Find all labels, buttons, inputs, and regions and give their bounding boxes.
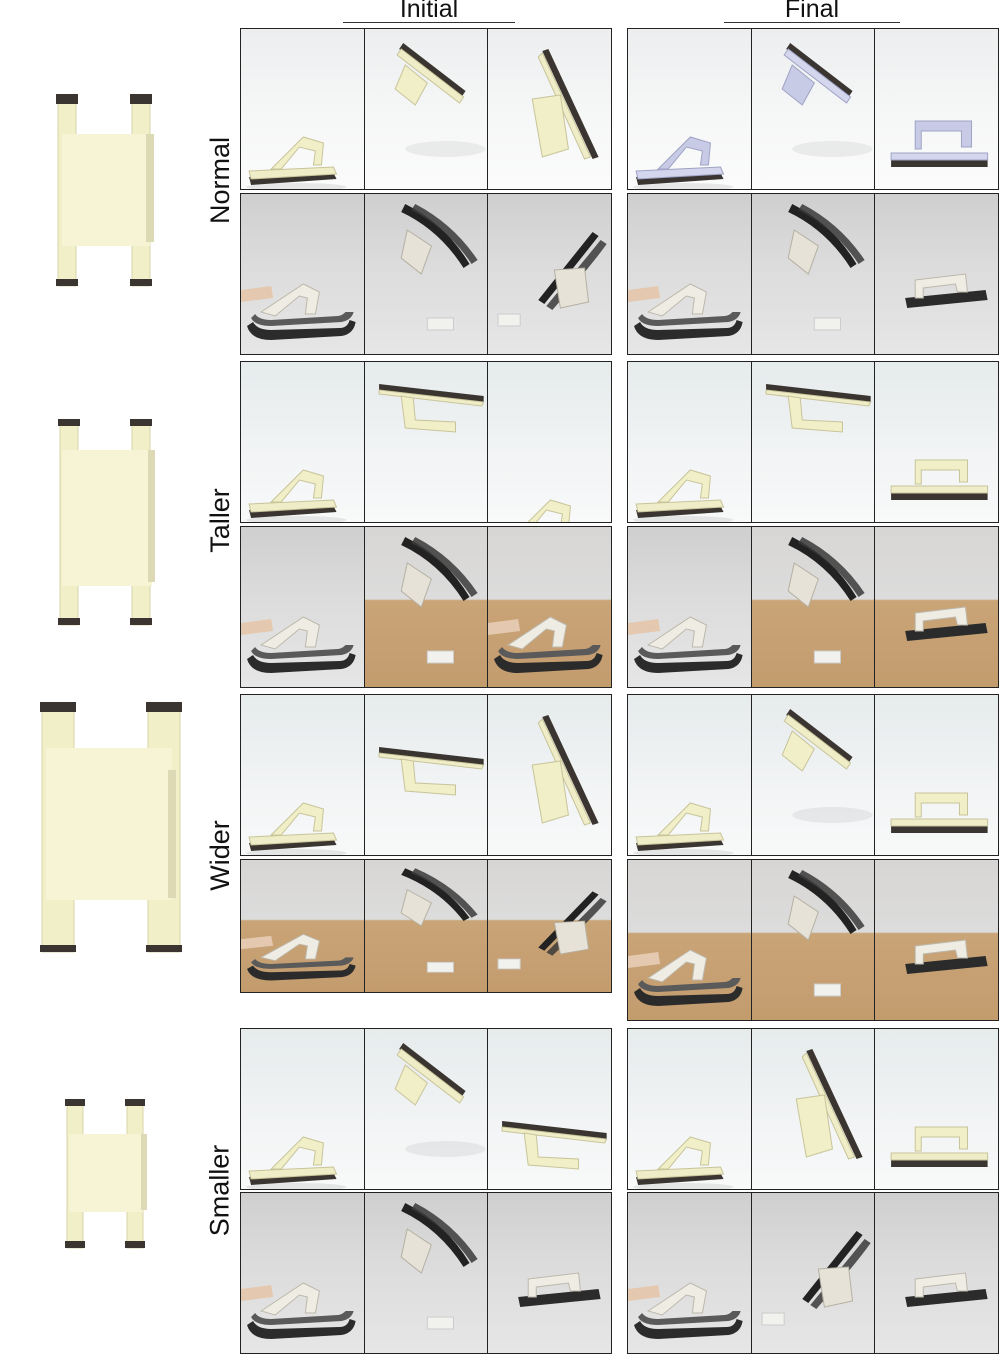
frame: [241, 1193, 364, 1353]
frame: [750, 29, 875, 189]
frame: [363, 527, 488, 687]
frame: [874, 1029, 999, 1189]
frame: [874, 695, 999, 855]
strip-wider-real-initial: [240, 859, 612, 993]
frame: [241, 860, 364, 992]
strip-smaller-sim-initial: [240, 1028, 612, 1190]
strip-wider-sim-final: [627, 694, 999, 856]
row-label-taller: Taller: [204, 487, 235, 553]
frame: [363, 1193, 488, 1353]
frame: [628, 29, 751, 189]
model-wider: [40, 702, 182, 953]
strip-wider-sim-initial: [240, 694, 612, 856]
strip-taller-real-initial: [240, 526, 612, 688]
frame: [363, 194, 488, 354]
model-taller: [58, 419, 155, 626]
frame: [874, 362, 999, 522]
strip-normal-real-initial: [240, 193, 612, 355]
frame: [487, 695, 612, 855]
strip-normal-sim-initial: [240, 28, 612, 190]
frame: [241, 695, 364, 855]
frame: [241, 194, 364, 354]
row-label-smaller: Smaller: [204, 1144, 235, 1236]
frame: [874, 1193, 999, 1353]
strip-smaller-sim-final: [627, 1028, 999, 1190]
frame: [363, 29, 488, 189]
frame: [487, 194, 612, 354]
frame: [487, 527, 612, 687]
strip-normal-real-final: [627, 193, 999, 355]
frame: [487, 362, 612, 522]
row-label-wider: Wider: [204, 819, 235, 891]
header-final-underline: [724, 22, 900, 23]
frame: [750, 1193, 875, 1353]
frame: [628, 860, 751, 1020]
frame: [750, 194, 875, 354]
frame: [750, 527, 875, 687]
row-label-normal: Normal: [204, 136, 235, 224]
frame: [628, 1193, 751, 1353]
strip-taller-real-final: [627, 526, 999, 688]
frame: [750, 362, 875, 522]
frame: [628, 1029, 751, 1189]
strip-taller-sim-final: [627, 361, 999, 523]
frame: [874, 527, 999, 687]
strip-wider-real-final: [627, 859, 999, 1021]
strip-smaller-real-final: [627, 1192, 999, 1354]
frame: [750, 695, 875, 855]
frame: [874, 194, 999, 354]
model-normal: [56, 94, 154, 287]
frame: [628, 194, 751, 354]
frame: [487, 1029, 612, 1189]
frame: [874, 860, 999, 1020]
frame: [241, 1029, 364, 1189]
frame: [363, 695, 488, 855]
strip-smaller-real-initial: [240, 1192, 612, 1354]
frame: [874, 29, 999, 189]
header-initial: Initial: [399, 0, 459, 23]
frame: [363, 362, 488, 522]
frame: [750, 860, 875, 1020]
frame: [487, 1193, 612, 1353]
header-initial-underline: [343, 22, 515, 23]
frame: [628, 527, 751, 687]
header-final: Final: [784, 0, 840, 23]
frame: [487, 29, 612, 189]
frame: [241, 527, 364, 687]
model-smaller: [65, 1099, 147, 1249]
frame: [241, 362, 364, 522]
frame: [628, 695, 751, 855]
frame: [363, 860, 488, 992]
frame: [241, 29, 364, 189]
frame: [363, 1029, 488, 1189]
frame: [750, 1029, 875, 1189]
strip-normal-sim-final: [627, 28, 999, 190]
frame: [628, 362, 751, 522]
strip-taller-sim-initial: [240, 361, 612, 523]
frame: [487, 860, 612, 992]
